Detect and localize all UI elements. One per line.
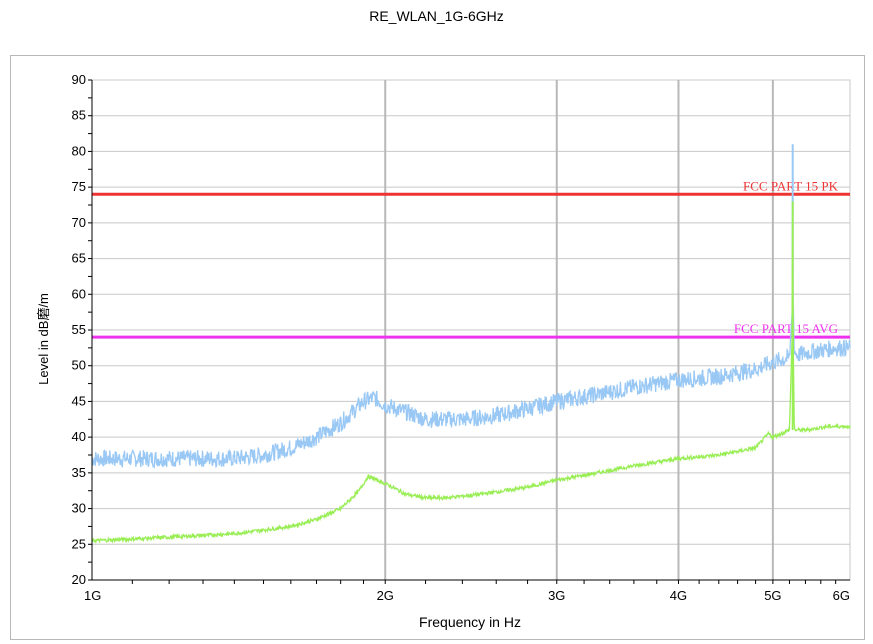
y-tick-label: 40 [72,429,86,444]
y-tick-label: 80 [72,143,86,158]
peak-trace-line [91,182,851,470]
y-tick-label: 55 [72,322,86,337]
chart-frame [10,55,865,640]
y-tick-label: 70 [72,215,86,230]
y-tick-label: 25 [72,536,86,551]
limit-line-label: FCC PART 15 PK [743,178,839,193]
x-tick-label: 6G [833,588,850,603]
chart-title: RE_WLAN_1G-6GHz [369,8,504,24]
limit-line-label: FCC PART 15 AVG [734,321,838,336]
y-tick-label: 45 [72,393,86,408]
x-tick-label: 5G [764,588,781,603]
x-tick-label: 2G [377,588,394,603]
y-tick-label: 90 [72,72,86,87]
y-tick-label: 75 [72,179,86,194]
y-tick-label: 30 [72,501,86,516]
y-tick-label: 85 [72,108,86,123]
limit-lines: FCC PART 15 PK FCC PART 15 AVG [92,178,850,339]
y-tick-label: 50 [72,358,86,373]
y-tick-label: 60 [72,286,86,301]
axis-layer: 20 25 30 35 40 45 50 55 60 65 70 75 80 85 90 1G 2G 3G 4G 5G… [72,72,850,603]
average-trace-line [91,231,851,545]
x-axis-title: Frequency in Hz [419,614,521,630]
x-tick-label: 4G [670,588,687,603]
x-tick-label: 1G [84,588,101,603]
y-axis-title: Level in dB磨/m [36,293,51,385]
series-layer [91,144,851,545]
y-tick-label: 20 [72,572,86,587]
y-tick-label: 65 [72,251,86,266]
y-tick-label: 35 [72,465,86,480]
x-tick-label: 3G [548,588,565,603]
